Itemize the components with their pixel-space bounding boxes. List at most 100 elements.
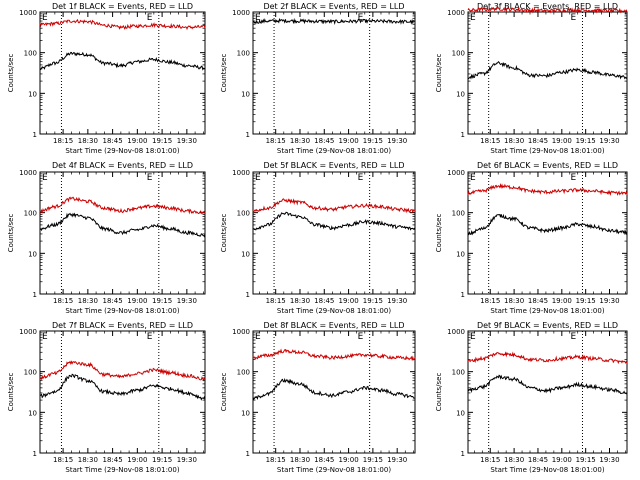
y-tick-label: 1000 <box>232 328 250 336</box>
x-axis-label: Start Time (29-Nov-08 18:01:00) <box>277 307 391 315</box>
flag-marker: E <box>470 332 476 342</box>
plot-frame <box>39 11 206 135</box>
y-axis-label: Counts/sec <box>435 214 443 253</box>
panel-title: Det 5f BLACK = Events, RED = LLD <box>263 161 404 170</box>
plot-frame <box>467 330 628 454</box>
y-tick-label: 1 <box>246 291 250 299</box>
series-line-events <box>253 211 416 231</box>
y-tick-label: 10 <box>28 409 37 417</box>
x-tick-label: 18:30 <box>290 137 310 145</box>
y-tick-label: 1 <box>461 131 465 139</box>
panel-title: Det 7f BLACK = Events, RED = LLD <box>52 321 193 330</box>
flag-marker: E <box>470 173 476 183</box>
panel-det-8: Det 8f BLACK = Events, RED = LLD 1 10 100 10… <box>220 321 416 474</box>
series-line-events <box>467 60 628 80</box>
y-tick-label: 1 <box>33 131 37 139</box>
x-tick-label: 18:45 <box>314 137 334 145</box>
series-line-lld <box>467 351 628 365</box>
x-tick-label: 19:30 <box>387 297 407 305</box>
series-line-lld <box>39 196 206 215</box>
y-tick-label: 1000 <box>232 9 250 17</box>
panel-det-3: Det 3f BLACK = Events, RED = LLD 1 10 100 10… <box>435 2 628 155</box>
x-tick-label: 19:00 <box>338 137 358 145</box>
flag-marker: E <box>570 332 576 342</box>
plot-frame <box>252 11 416 135</box>
series-line-events <box>252 17 416 26</box>
plot-frame <box>252 171 416 295</box>
flag-marker: E <box>42 332 48 342</box>
plot-frame <box>252 330 416 454</box>
x-tick-label: 19:30 <box>387 456 407 464</box>
flag-marker: E <box>255 173 261 183</box>
flag-marker: E <box>42 13 48 23</box>
y-tick-label: 1000 <box>19 328 37 336</box>
panel-det-1: Det 1f BLACK = Events, RED = LLD 1 10 100 10… <box>7 2 206 155</box>
x-tick-label: 18:15 <box>53 137 73 145</box>
y-axis-label: Counts/sec <box>435 54 443 93</box>
x-axis-label: Start Time (29-Nov-08 18:01:00) <box>490 147 604 155</box>
x-tick-label: 18:30 <box>504 137 524 145</box>
x-tick-label: 18:45 <box>103 297 123 305</box>
series-line-lld <box>39 360 206 382</box>
x-tick-label: 19:15 <box>363 456 383 464</box>
x-tick-label: 19:00 <box>552 456 572 464</box>
y-tick-label: 100 <box>452 210 465 218</box>
x-tick-label: 18:30 <box>78 297 98 305</box>
panel-det-2: Det 2f BLACK = Events, RED = LLD 1 10 100 10… <box>220 2 416 155</box>
x-tick-label: 19:15 <box>152 137 172 145</box>
y-tick-label: 1000 <box>447 328 465 336</box>
y-tick-label: 100 <box>24 210 37 218</box>
flag-marker: E <box>358 332 364 342</box>
x-tick-label: 19:15 <box>363 297 383 305</box>
x-tick-label: 19:30 <box>599 297 619 305</box>
series-line-events <box>39 212 206 238</box>
x-tick-label: 18:15 <box>480 137 500 145</box>
panel-title: Det 2f BLACK = Events, RED = LLD <box>263 2 404 11</box>
y-tick-label: 10 <box>28 90 37 98</box>
x-tick-label: 19:30 <box>599 137 619 145</box>
y-tick-label: 1000 <box>19 9 37 17</box>
y-tick-label: 1000 <box>232 169 250 177</box>
y-axis-label: Counts/sec <box>7 54 15 93</box>
x-axis-label: Start Time (29-Nov-08 18:01:00) <box>65 307 179 315</box>
panel-det-9: Det 9f BLACK = Events, RED = LLD 1 10 100 10… <box>435 321 628 474</box>
series-line-events <box>252 377 416 401</box>
x-tick-label: 18:15 <box>266 297 286 305</box>
x-tick-label: 19:30 <box>177 137 197 145</box>
y-tick-label: 10 <box>456 409 465 417</box>
flag-marker: E <box>570 13 576 23</box>
flag-marker: E <box>570 173 576 183</box>
x-axis-label: Start Time (29-Nov-08 18:01:00) <box>490 466 604 474</box>
x-tick-label: 19:15 <box>152 456 172 464</box>
y-tick-label: 10 <box>456 90 465 98</box>
x-tick-label: 18:15 <box>266 137 286 145</box>
y-tick-label: 100 <box>452 50 465 58</box>
x-tick-label: 19:00 <box>552 137 572 145</box>
y-tick-label: 1 <box>33 450 37 458</box>
flag-marker: E <box>255 13 261 23</box>
y-tick-label: 100 <box>24 50 37 58</box>
x-tick-label: 18:45 <box>103 456 123 464</box>
x-axis-label: Start Time (29-Nov-08 18:01:00) <box>65 147 179 155</box>
x-tick-label: 18:45 <box>314 297 334 305</box>
y-tick-label: 10 <box>241 409 250 417</box>
flag-marker: E <box>358 173 364 183</box>
series-line-events <box>467 213 628 236</box>
y-tick-label: 1000 <box>447 169 465 177</box>
x-tick-label: 18:30 <box>290 456 310 464</box>
y-tick-label: 1000 <box>19 169 37 177</box>
y-tick-label: 100 <box>452 369 465 377</box>
plot-frame <box>39 171 206 295</box>
panel-title: Det 3f BLACK = Events, RED = LLD <box>477 2 618 11</box>
x-tick-label: 19:30 <box>599 456 619 464</box>
series-line-events <box>40 373 206 401</box>
y-axis-label: Counts/sec <box>7 373 15 412</box>
x-tick-label: 19:00 <box>127 137 147 145</box>
flag-marker: E <box>147 13 153 23</box>
x-tick-label: 18:45 <box>528 137 548 145</box>
y-tick-label: 1 <box>461 450 465 458</box>
x-tick-label: 18:30 <box>78 456 98 464</box>
panel-det-5: Det 5f BLACK = Events, RED = LLD 1 10 100 10… <box>220 161 416 315</box>
y-tick-label: 100 <box>24 369 37 377</box>
x-tick-label: 18:45 <box>103 137 123 145</box>
